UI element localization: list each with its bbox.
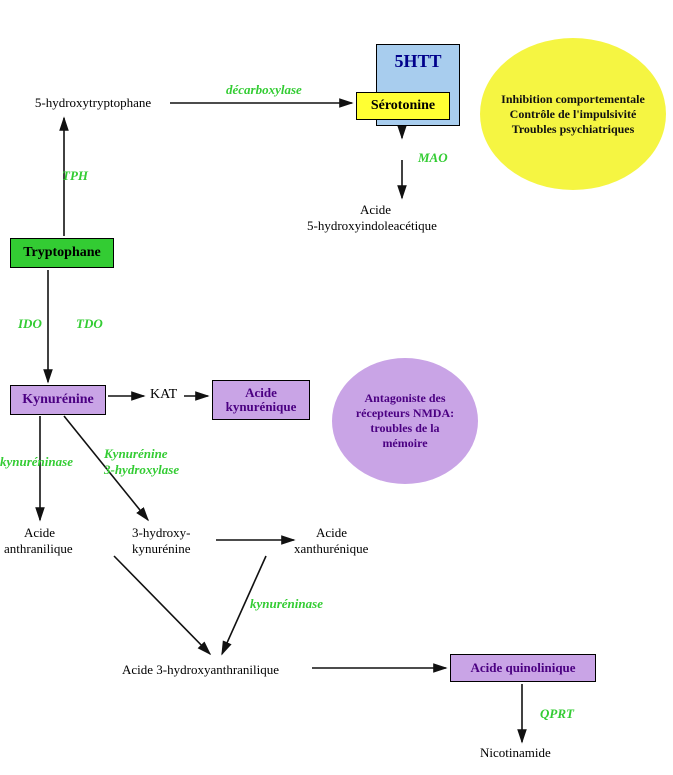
box-acide-quinolinique: Acide quinolinique	[450, 654, 596, 682]
text-acide-xanthurenique-1: Acide	[316, 525, 347, 541]
text-acide-xanthurenique-2: xanthurénique	[294, 541, 368, 557]
text-5-hydroxytryptophane: 5-hydroxytryptophane	[18, 95, 168, 113]
enzyme-tph: TPH	[62, 168, 88, 184]
text-acide-anthranilique-1: Acide	[24, 525, 55, 541]
text-acide-5hia-2: 5-hydroxyindoleacétique	[307, 218, 437, 234]
text-acide-3-hydroxyanthranilique: Acide 3-hydroxyanthranilique	[122, 662, 279, 678]
text-3-hydroxy-kynurenine-1: 3-hydroxy-	[132, 525, 191, 541]
label-acide-kyn-1: Acide	[245, 385, 277, 400]
arrow	[114, 556, 210, 654]
enzyme-kynureninase-2: kynuréninase	[250, 596, 323, 612]
label-serotonine: Sérotonine	[371, 98, 435, 114]
enzyme-tdo: TDO	[76, 316, 103, 332]
text-acide-anthranilique-2: anthranilique	[4, 541, 73, 557]
label-kynurenine: Kynurénine	[22, 392, 94, 408]
text-nicotinamide: Nicotinamide	[480, 745, 551, 761]
enzyme-kynurenine-3-hydroxylase-1: Kynurénine	[104, 446, 168, 462]
text-3-hydroxy-kynurenine-2: kynurénine	[132, 541, 190, 557]
label-acide-quinolinique: Acide quinolinique	[470, 660, 575, 676]
box-kynurenine: Kynurénine	[10, 385, 106, 415]
enzyme-ido: IDO	[18, 316, 42, 332]
text-acide-5hia-1: Acide	[360, 202, 391, 218]
ellipse-behaviour: Inhibition comportementaleContrôle de l'…	[480, 38, 666, 190]
enzyme-kynurenine-3-hydroxylase-2: 3-hydroxylase	[104, 462, 179, 478]
enzyme-mao: MAO	[418, 150, 448, 166]
label-acide-kyn-2: kynurénique	[226, 399, 297, 414]
enzyme-qprt: QPRT	[540, 706, 574, 722]
diagram-stage: 5HTT Inhibition comportementaleContrôle …	[0, 0, 673, 775]
label-tryptophane: Tryptophane	[23, 245, 101, 261]
ellipse-nmda: Antagoniste desrécepteurs NMDA:troubles …	[332, 358, 478, 484]
label-5htt: 5HTT	[394, 51, 441, 72]
box-serotonine: Sérotonine	[356, 92, 450, 120]
box-tryptophane: Tryptophane	[10, 238, 114, 268]
text-kat: KAT	[150, 387, 177, 403]
box-acide-kynurenique: Acide kynurénique	[212, 380, 310, 420]
enzyme-kynureninase-1: kynuréninase	[0, 454, 73, 470]
enzyme-decarboxylase: décarboxylase	[226, 82, 302, 98]
